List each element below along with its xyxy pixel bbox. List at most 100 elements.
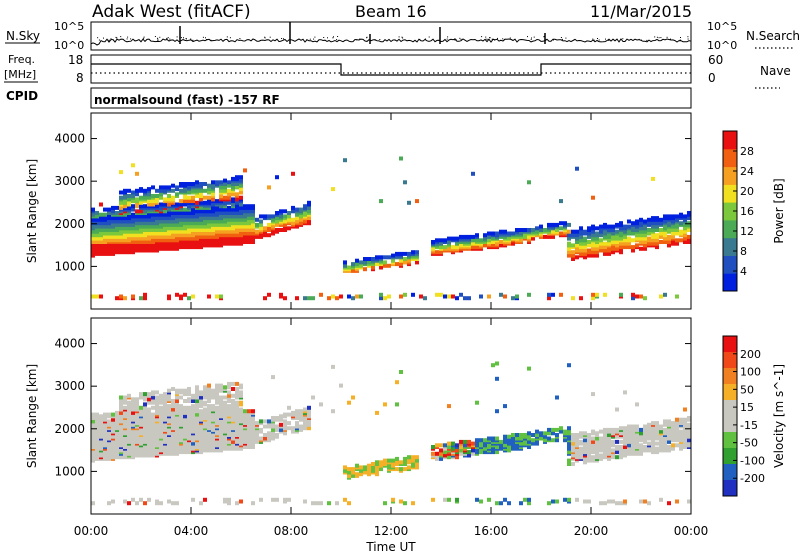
colorbar-tick-label: 24 — [740, 165, 754, 178]
noise-left-tick-bottom: 10^0 — [54, 39, 84, 52]
data-cell — [455, 443, 459, 448]
data-cell — [639, 217, 643, 222]
data-cell — [267, 226, 271, 231]
data-cell — [463, 439, 467, 444]
data-cell — [675, 443, 679, 448]
colorbar-tick-label: 8 — [740, 245, 747, 258]
data-cell — [583, 248, 587, 253]
data-cell — [343, 497, 347, 502]
data-cell — [171, 407, 175, 412]
ytick-label: 2000 — [54, 217, 85, 231]
data-cell — [571, 453, 575, 458]
data-cell — [195, 388, 199, 393]
data-cell — [239, 400, 243, 405]
data-cell — [687, 426, 691, 431]
noise-search-dot — [503, 39, 505, 41]
data-cell — [403, 257, 407, 261]
data-cell — [555, 222, 559, 227]
data-cell — [587, 441, 591, 446]
data-cell — [307, 405, 311, 410]
data-cell — [135, 405, 139, 410]
data-cell — [587, 231, 591, 236]
data-cell — [439, 245, 443, 250]
data-cell — [591, 296, 595, 301]
freq-label-2: [MHz] — [4, 68, 36, 81]
data-cell — [587, 450, 591, 455]
data-cell — [359, 260, 363, 265]
data-cell — [203, 497, 207, 502]
velocity-ylabel: Slant Range [km] — [25, 364, 39, 468]
colorbar-swatch — [723, 166, 737, 185]
data-cell — [523, 439, 527, 444]
data-cell — [439, 250, 443, 255]
noise-search-dot — [660, 37, 662, 39]
data-cell — [459, 292, 463, 297]
data-cell — [167, 294, 171, 299]
data-cell — [527, 431, 531, 436]
data-cell — [683, 438, 687, 443]
data-cell — [171, 387, 175, 391]
noise-search-dot — [605, 38, 606, 40]
xtick-label: 04:00 — [174, 524, 209, 538]
data-cell — [579, 234, 583, 239]
noise-right-tick-top: 10^5 — [707, 20, 737, 33]
data-cell — [659, 228, 663, 232]
data-cell — [223, 497, 227, 502]
data-cell — [95, 294, 99, 299]
data-cell — [115, 205, 119, 210]
colorbar-tick-label: 200 — [740, 348, 761, 361]
data-cell — [471, 441, 475, 446]
data-cell — [303, 426, 307, 431]
data-cell — [659, 234, 663, 239]
data-cell — [595, 246, 599, 251]
data-cell — [591, 429, 595, 434]
data-cell — [255, 229, 259, 234]
data-cell — [683, 431, 687, 436]
data-cell — [651, 228, 655, 232]
data-cell — [639, 240, 643, 244]
data-cell — [315, 501, 319, 506]
data-cell — [307, 216, 311, 221]
data-cell — [327, 501, 331, 506]
freq-right-tick-bottom: 0 — [708, 71, 716, 85]
data-cell — [567, 363, 571, 368]
noise-search-dot — [597, 38, 598, 39]
data-cell — [91, 294, 95, 299]
data-cell — [683, 407, 687, 412]
data-cell — [111, 499, 115, 504]
data-cell — [463, 296, 467, 301]
data-cell — [643, 445, 647, 449]
data-cell — [263, 433, 267, 437]
data-cell — [627, 236, 631, 241]
data-cell — [575, 255, 579, 260]
data-cell — [287, 421, 291, 426]
data-cell — [239, 393, 243, 398]
data-cell — [607, 427, 611, 432]
data-cell — [263, 226, 267, 231]
data-cell — [595, 292, 599, 297]
data-cell — [579, 226, 583, 231]
data-cell — [187, 405, 191, 410]
data-cell — [195, 200, 199, 205]
noise-search-dot — [544, 36, 545, 37]
data-cell — [495, 241, 499, 246]
data-cell — [287, 412, 291, 417]
data-cell — [175, 202, 179, 207]
power-ylabel: Slant Range [km] — [25, 159, 39, 263]
data-cell — [379, 296, 383, 301]
data-cell — [155, 390, 159, 395]
data-cell — [275, 175, 279, 180]
data-cell — [331, 187, 335, 192]
data-cell — [435, 443, 439, 448]
data-cell — [223, 182, 227, 186]
noise-search-dot — [455, 39, 457, 41]
data-cell — [207, 199, 211, 204]
data-cell — [347, 473, 351, 478]
data-cell — [99, 216, 103, 221]
data-cell — [659, 497, 663, 502]
data-cell — [435, 292, 439, 297]
data-cell — [563, 429, 567, 434]
data-cell — [495, 501, 499, 506]
data-cell — [163, 416, 167, 420]
data-cell — [647, 241, 651, 246]
